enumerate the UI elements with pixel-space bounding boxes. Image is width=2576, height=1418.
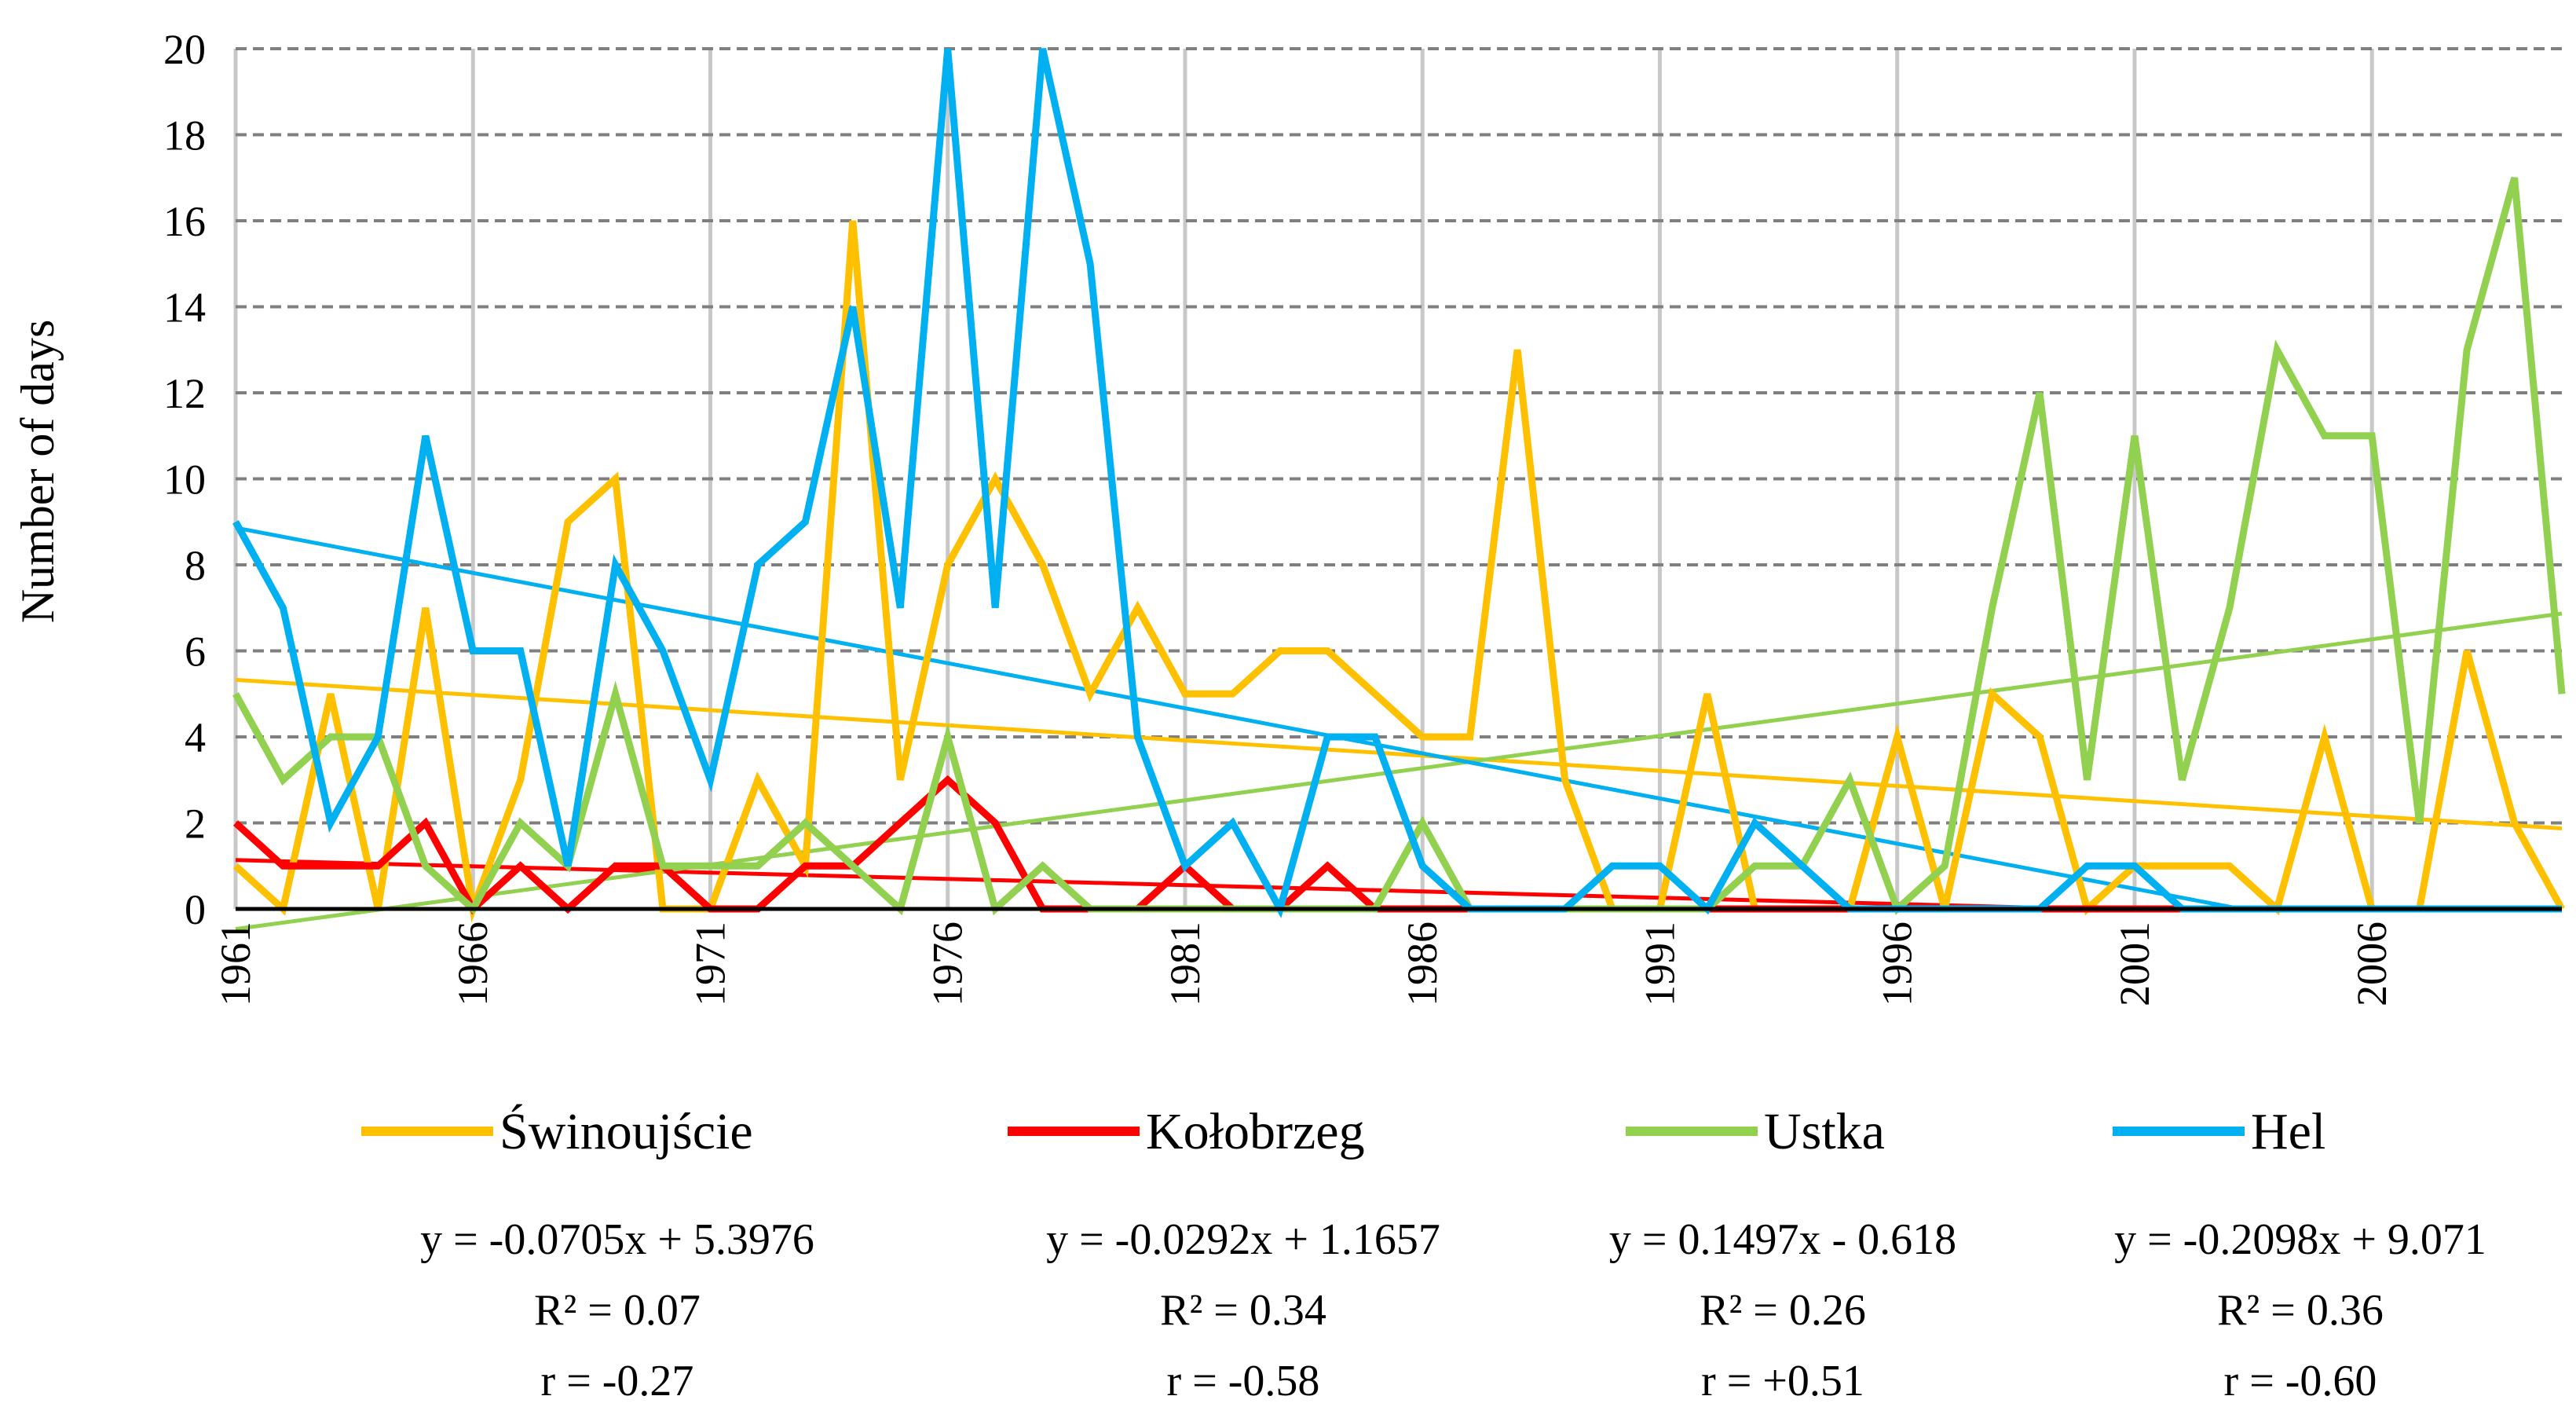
vertical-gridlines (233, 49, 2374, 909)
x-tick-label: 1961 (212, 922, 259, 1006)
trend-correlation: r = +0.51 (1701, 1357, 1864, 1405)
trend-correlation: r = -0.58 (1167, 1357, 1320, 1405)
x-tick-label: 1991 (1636, 922, 1683, 1006)
trend-equation: y = -0.2098x + 9.071 (2114, 1215, 2486, 1264)
trend-r-squared: R² = 0.07 (534, 1286, 701, 1335)
legend-label: Hel (2251, 1103, 2325, 1160)
y-tick-label: 8 (185, 542, 206, 589)
y-tick-label: 16 (163, 198, 206, 245)
series-line (232, 48, 2562, 918)
y-tick-label: 20 (163, 26, 206, 73)
y-tick-label: 12 (163, 370, 206, 417)
legend-label: Świnoujście (499, 1103, 753, 1160)
y-tick-label: 6 (185, 628, 206, 676)
y-tick-label: 18 (163, 112, 206, 159)
series-line (232, 177, 2566, 916)
trend-correlation: r = -0.60 (2224, 1357, 2377, 1405)
x-tick-label: 2001 (2111, 922, 2158, 1006)
series-line (232, 220, 2565, 923)
y-tick-label: 14 (163, 284, 206, 332)
trend-r-squared: R² = 0.26 (1700, 1286, 1866, 1335)
y-tick-labels: 0 2 4 6 8 10 12 14 16 18 20 (163, 26, 206, 933)
trend-correlation: r = -0.27 (541, 1357, 694, 1405)
x-tick-labels: 1961 1966 1971 1976 1981 1986 1991 1996 2001 2006 (212, 922, 2395, 1006)
legend: Świnoujście Kołobrzeg Ustka Hel (361, 1103, 2325, 1160)
y-axis-title: Number of days (12, 320, 64, 624)
legend-label: Ustka (1764, 1103, 1885, 1160)
series-lines (232, 48, 2566, 923)
trend-equation: y = 0.1497x - 0.618 (1609, 1215, 1956, 1264)
x-tick-label: 1981 (1162, 922, 1209, 1006)
horizontal-gridlines (236, 47, 2562, 825)
y-tick-label: 10 (163, 456, 206, 504)
trend-equation: y = -0.0292x + 1.1657 (1046, 1215, 1440, 1264)
y-tick-label: 2 (185, 801, 206, 848)
trend-equations: y = -0.0705x + 5.3976 R² = 0.07 r = -0.27 y… (420, 1215, 2486, 1405)
x-tick-label: 1966 (449, 922, 496, 1006)
trend-line (235, 677, 2563, 830)
x-tick-label: 1971 (686, 922, 734, 1006)
trend-line (235, 611, 2563, 932)
x-tick-label: 2006 (2348, 922, 2395, 1006)
x-tick-label: 1986 (1399, 922, 1446, 1006)
trend-equation: y = -0.0705x + 5.3976 (420, 1215, 814, 1264)
trend-r-squared: R² = 0.36 (2217, 1286, 2384, 1335)
trend-r-squared: R² = 0.34 (1160, 1286, 1326, 1335)
legend-label: Kołobrzeg (1146, 1103, 1365, 1160)
trend-line (235, 526, 2241, 911)
x-tick-label: 1976 (924, 922, 971, 1006)
x-tick-label: 1996 (1874, 922, 1921, 1006)
y-tick-label: 4 (185, 714, 206, 761)
y-tick-label: 0 (185, 886, 206, 933)
